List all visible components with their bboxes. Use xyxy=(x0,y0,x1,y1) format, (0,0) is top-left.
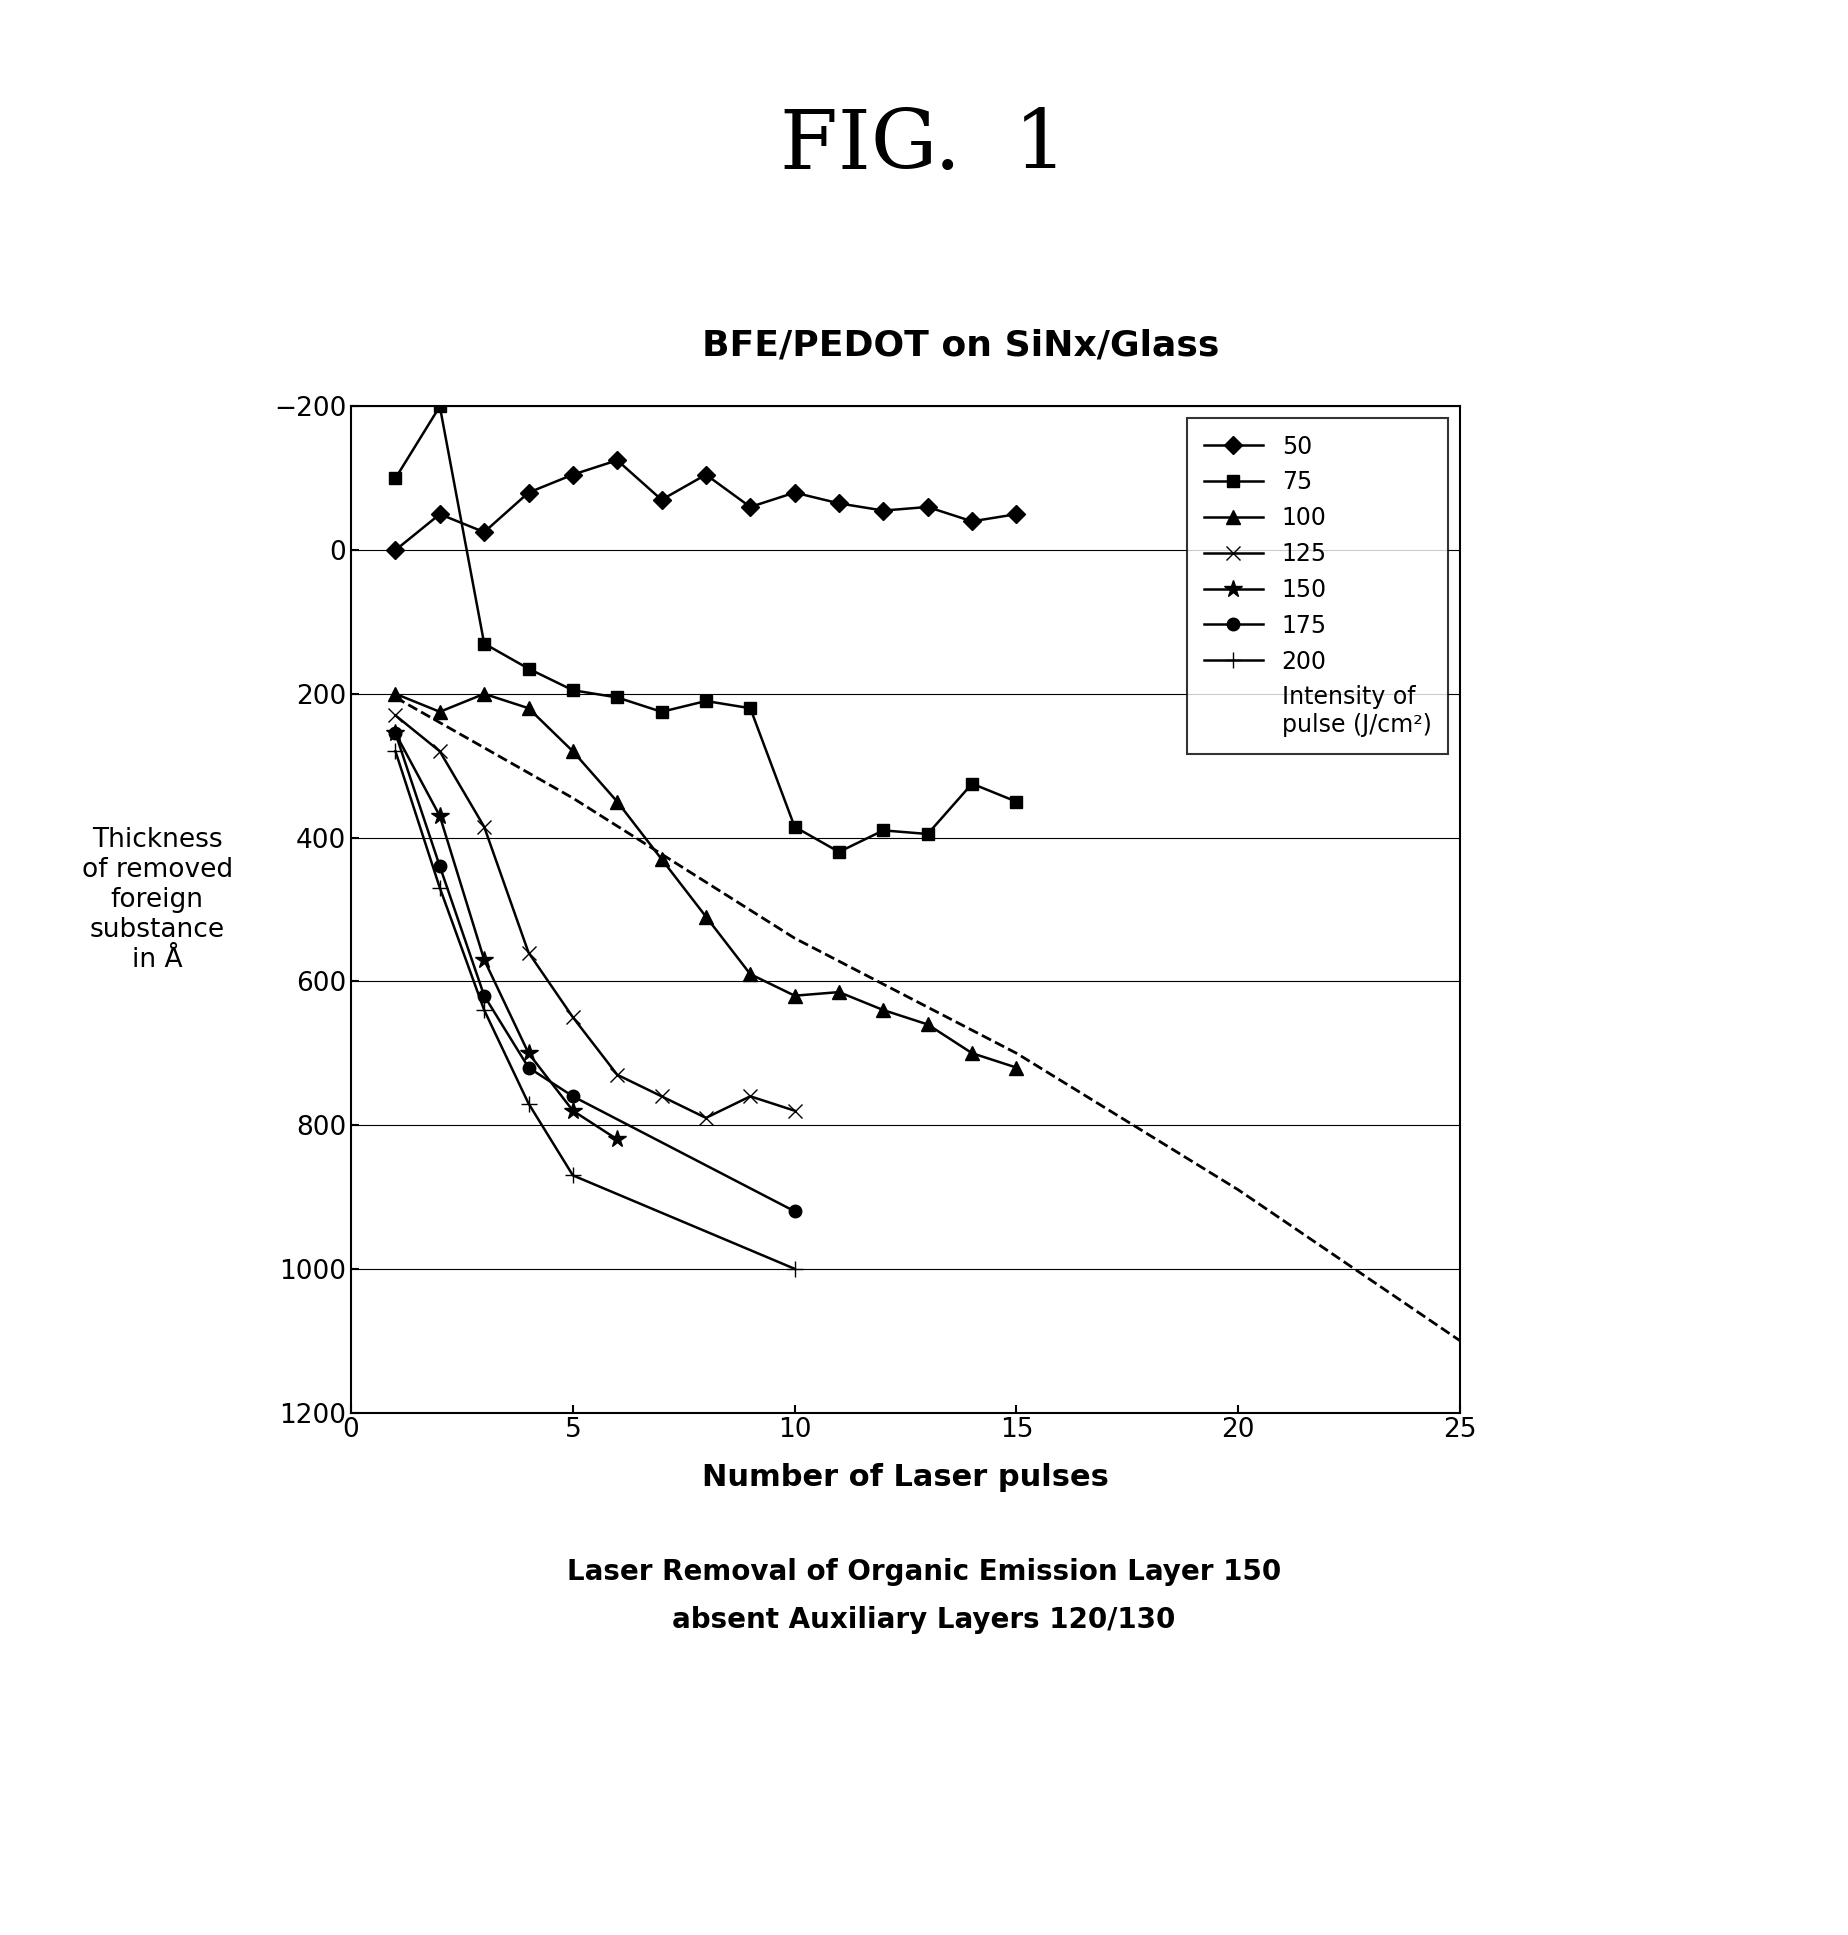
200 xyxy=(473,998,495,1022)
50 xyxy=(517,482,540,505)
50 xyxy=(917,495,939,519)
75 xyxy=(384,466,407,490)
150 xyxy=(429,805,451,828)
50 xyxy=(828,491,850,515)
125 xyxy=(473,815,495,838)
100 xyxy=(384,683,407,706)
75 xyxy=(739,697,761,720)
75 xyxy=(429,395,451,418)
100 xyxy=(695,906,717,929)
100 xyxy=(961,1041,983,1064)
50 xyxy=(739,495,761,519)
75 xyxy=(828,840,850,863)
175 xyxy=(517,1057,540,1080)
100 xyxy=(606,789,628,813)
50 xyxy=(473,521,495,544)
50 xyxy=(872,499,894,522)
200 xyxy=(384,739,407,762)
125 xyxy=(384,704,407,728)
200 xyxy=(784,1258,806,1281)
100 xyxy=(650,848,673,871)
50 xyxy=(784,482,806,505)
Text: FIG.  1: FIG. 1 xyxy=(780,106,1068,186)
125 xyxy=(429,739,451,762)
75 xyxy=(606,685,628,708)
Text: Laser Removal of Organic Emission Layer 150: Laser Removal of Organic Emission Layer … xyxy=(567,1558,1281,1585)
50 xyxy=(384,538,407,561)
175 xyxy=(429,855,451,878)
200 xyxy=(429,877,451,900)
50 xyxy=(429,503,451,526)
175 xyxy=(562,1086,584,1109)
125 xyxy=(562,1006,584,1029)
100 xyxy=(473,683,495,706)
75 xyxy=(784,815,806,838)
50 xyxy=(562,462,584,486)
Line: 175: 175 xyxy=(390,728,800,1217)
150 xyxy=(606,1128,628,1151)
Line: 100: 100 xyxy=(388,687,1024,1074)
Text: BFE/PEDOT on SiNx/Glass: BFE/PEDOT on SiNx/Glass xyxy=(702,329,1220,364)
75 xyxy=(562,679,584,702)
75 xyxy=(961,772,983,795)
75 xyxy=(695,689,717,712)
125 xyxy=(606,1062,628,1086)
75 xyxy=(917,822,939,846)
125 xyxy=(650,1086,673,1109)
150 xyxy=(384,722,407,745)
150 xyxy=(517,1041,540,1064)
Text: absent Auxiliary Layers 120/130: absent Auxiliary Layers 120/130 xyxy=(673,1606,1175,1633)
150 xyxy=(562,1099,584,1122)
50 xyxy=(695,462,717,486)
175 xyxy=(473,985,495,1008)
175 xyxy=(384,722,407,745)
Line: 75: 75 xyxy=(390,401,1022,859)
50 xyxy=(606,449,628,472)
100 xyxy=(784,985,806,1008)
75 xyxy=(517,658,540,681)
75 xyxy=(473,633,495,656)
75 xyxy=(872,819,894,842)
100 xyxy=(429,700,451,724)
175 xyxy=(784,1200,806,1223)
Line: 50: 50 xyxy=(390,455,1022,557)
125 xyxy=(784,1099,806,1122)
Line: 150: 150 xyxy=(386,724,626,1149)
100 xyxy=(1005,1057,1027,1080)
50 xyxy=(1005,503,1027,526)
125 xyxy=(739,1086,761,1109)
100 xyxy=(872,998,894,1022)
200 xyxy=(562,1163,584,1186)
125 xyxy=(695,1107,717,1130)
50 xyxy=(961,509,983,532)
50 xyxy=(650,488,673,511)
Legend: 50, 75, 100, 125, 150, 175, 200, Intensity of
pulse (J/cm²): 50, 75, 100, 125, 150, 175, 200, Intensi… xyxy=(1186,418,1449,753)
75 xyxy=(650,700,673,724)
125 xyxy=(517,940,540,964)
100 xyxy=(739,962,761,985)
75 xyxy=(1005,789,1027,813)
100 xyxy=(917,1012,939,1035)
100 xyxy=(828,981,850,1004)
100 xyxy=(562,739,584,762)
150 xyxy=(473,948,495,971)
Line: 200: 200 xyxy=(386,743,804,1277)
X-axis label: Number of Laser pulses: Number of Laser pulses xyxy=(702,1463,1109,1492)
200 xyxy=(517,1091,540,1115)
Line: 125: 125 xyxy=(388,708,802,1124)
100 xyxy=(517,697,540,720)
Text: Thickness
of removed
foreign
substance
in Å: Thickness of removed foreign substance i… xyxy=(81,826,233,973)
